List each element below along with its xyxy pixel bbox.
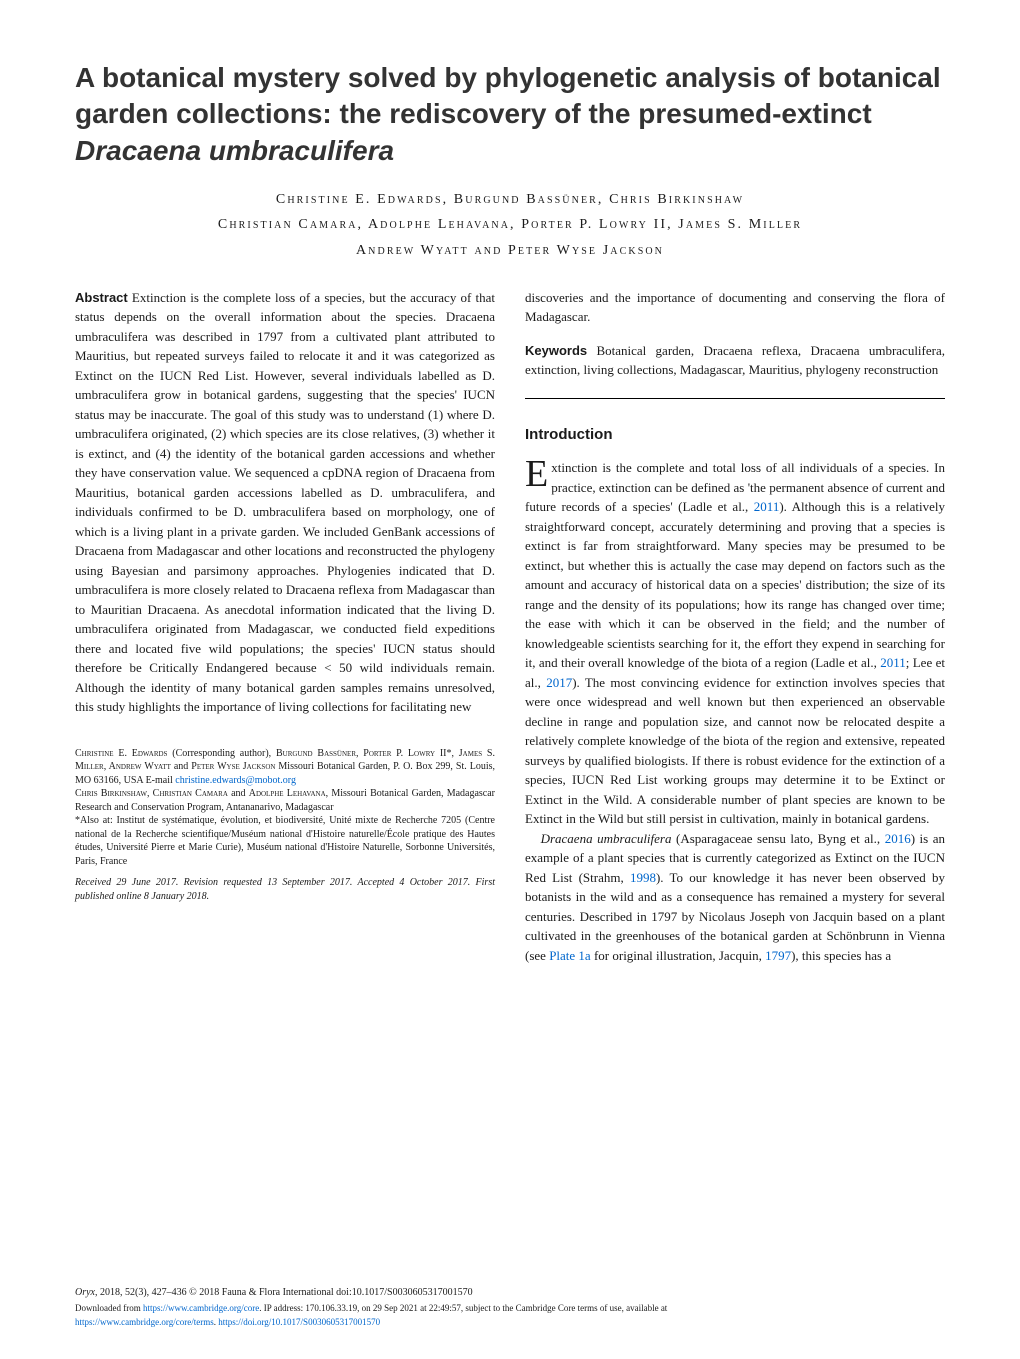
page-footer: Oryx, 2018, 52(3), 427–436 © 2018 Fauna … xyxy=(75,1286,945,1329)
intro2-link4[interactable]: 1797 xyxy=(765,948,791,963)
intro-t2: ). Although this is a relatively straigh… xyxy=(525,499,945,670)
col2-continuation: discoveries and the importance of docume… xyxy=(525,288,945,327)
authors-line3: Andrew Wyatt and Peter Wyse Jackson xyxy=(75,238,945,263)
section-divider xyxy=(525,398,945,399)
footer-link3[interactable]: https://doi.org/10.1017/S003060531700157… xyxy=(218,1317,380,1327)
affiliation-1: Christine E. Edwards (Corresponding auth… xyxy=(75,747,495,788)
abstract-text: Extinction is the complete loss of a spe… xyxy=(75,290,495,715)
intro-paragraph-2: Dracaena umbraculifera (Asparagaceae sen… xyxy=(525,829,945,966)
intro-link1[interactable]: 2011 xyxy=(754,499,780,514)
affil2-name1: Chris Birkinshaw, Christian Camara xyxy=(75,788,228,799)
intro2-t5: ), this species has a xyxy=(791,948,891,963)
intro2-t1: (Asparagaceae sensu lato, Byng et al., xyxy=(671,831,884,846)
affil1-name3: Peter Wyse Jackson xyxy=(191,761,275,772)
intro2-t4: for original illustration, Jacquin, xyxy=(591,948,765,963)
footer-text: , 2018, 52(3), 427–436 © 2018 Fauna & Fl… xyxy=(95,1287,473,1298)
right-column: discoveries and the importance of docume… xyxy=(525,288,945,966)
introduction-heading: Introduction xyxy=(525,424,945,447)
intro2-link2[interactable]: 1998 xyxy=(630,870,656,885)
footer-terms-line: https://www.cambridge.org/core/terms. ht… xyxy=(75,1316,945,1329)
affiliation-3: *Also at: Institut de systématique, évol… xyxy=(75,814,495,868)
article-title: A botanical mystery solved by phylogenet… xyxy=(75,60,945,169)
intro2-species: Dracaena umbraculifera xyxy=(541,831,672,846)
keywords-text: Botanical garden, Dracaena reflexa, Drac… xyxy=(525,343,945,378)
intro-t4: ). The most convincing evidence for exti… xyxy=(525,675,945,827)
affil2-name2: Adolphe Lehavana xyxy=(249,788,326,799)
footer-l2b: . IP address: 170.106.33.19, on 29 Sep 2… xyxy=(259,1303,667,1313)
dropcap-letter: E xyxy=(525,458,551,490)
affiliation-2: Chris Birkinshaw, Christian Camara and A… xyxy=(75,787,495,814)
footer-l2a: Downloaded from xyxy=(75,1303,143,1313)
intro-link3[interactable]: 2017 xyxy=(546,675,572,690)
affil1-t2: and xyxy=(171,761,191,772)
authors-line2: Christian Camara, Adolphe Lehavana, Port… xyxy=(75,212,945,237)
intro2-link3[interactable]: Plate 1a xyxy=(549,948,591,963)
footer-link2[interactable]: https://www.cambridge.org/core/terms xyxy=(75,1317,214,1327)
affil1-name1: Christine E. Edwards xyxy=(75,748,167,759)
received-dates: Received 29 June 2017. Revision requeste… xyxy=(75,876,495,903)
affil2-t1: and xyxy=(228,788,249,799)
footer-download-info: Downloaded from https://www.cambridge.or… xyxy=(75,1302,945,1315)
two-column-body: Abstract Extinction is the complete loss… xyxy=(75,288,945,966)
footer-citation: Oryx, 2018, 52(3), 427–436 © 2018 Fauna … xyxy=(75,1286,945,1300)
footer-link1[interactable]: https://www.cambridge.org/core xyxy=(143,1303,259,1313)
intro-paragraph-1: Extinction is the complete and total los… xyxy=(525,458,945,829)
keywords-paragraph: Keywords Botanical garden, Dracaena refl… xyxy=(525,341,945,380)
abstract-paragraph: Abstract Extinction is the complete loss… xyxy=(75,288,495,717)
left-column: Abstract Extinction is the complete loss… xyxy=(75,288,495,966)
footer-journal: Oryx xyxy=(75,1287,95,1298)
affil1-email[interactable]: christine.edwards@mobot.org xyxy=(175,775,296,786)
title-species: Dracaena umbraculifera xyxy=(75,135,394,166)
keywords-label: Keywords xyxy=(525,343,587,358)
authors-block: Christine E. Edwards, Burgund Bassüner, … xyxy=(75,187,945,263)
affiliations-block: Christine E. Edwards (Corresponding auth… xyxy=(75,747,495,904)
abstract-label: Abstract xyxy=(75,290,128,305)
authors-line1: Christine E. Edwards, Burgund Bassüner, … xyxy=(75,187,945,212)
intro-link2[interactable]: 2011 xyxy=(880,655,906,670)
intro2-link1[interactable]: 2016 xyxy=(885,831,911,846)
affil1-t1: (Corresponding author), xyxy=(167,748,276,759)
title-text: A botanical mystery solved by phylogenet… xyxy=(75,62,941,129)
